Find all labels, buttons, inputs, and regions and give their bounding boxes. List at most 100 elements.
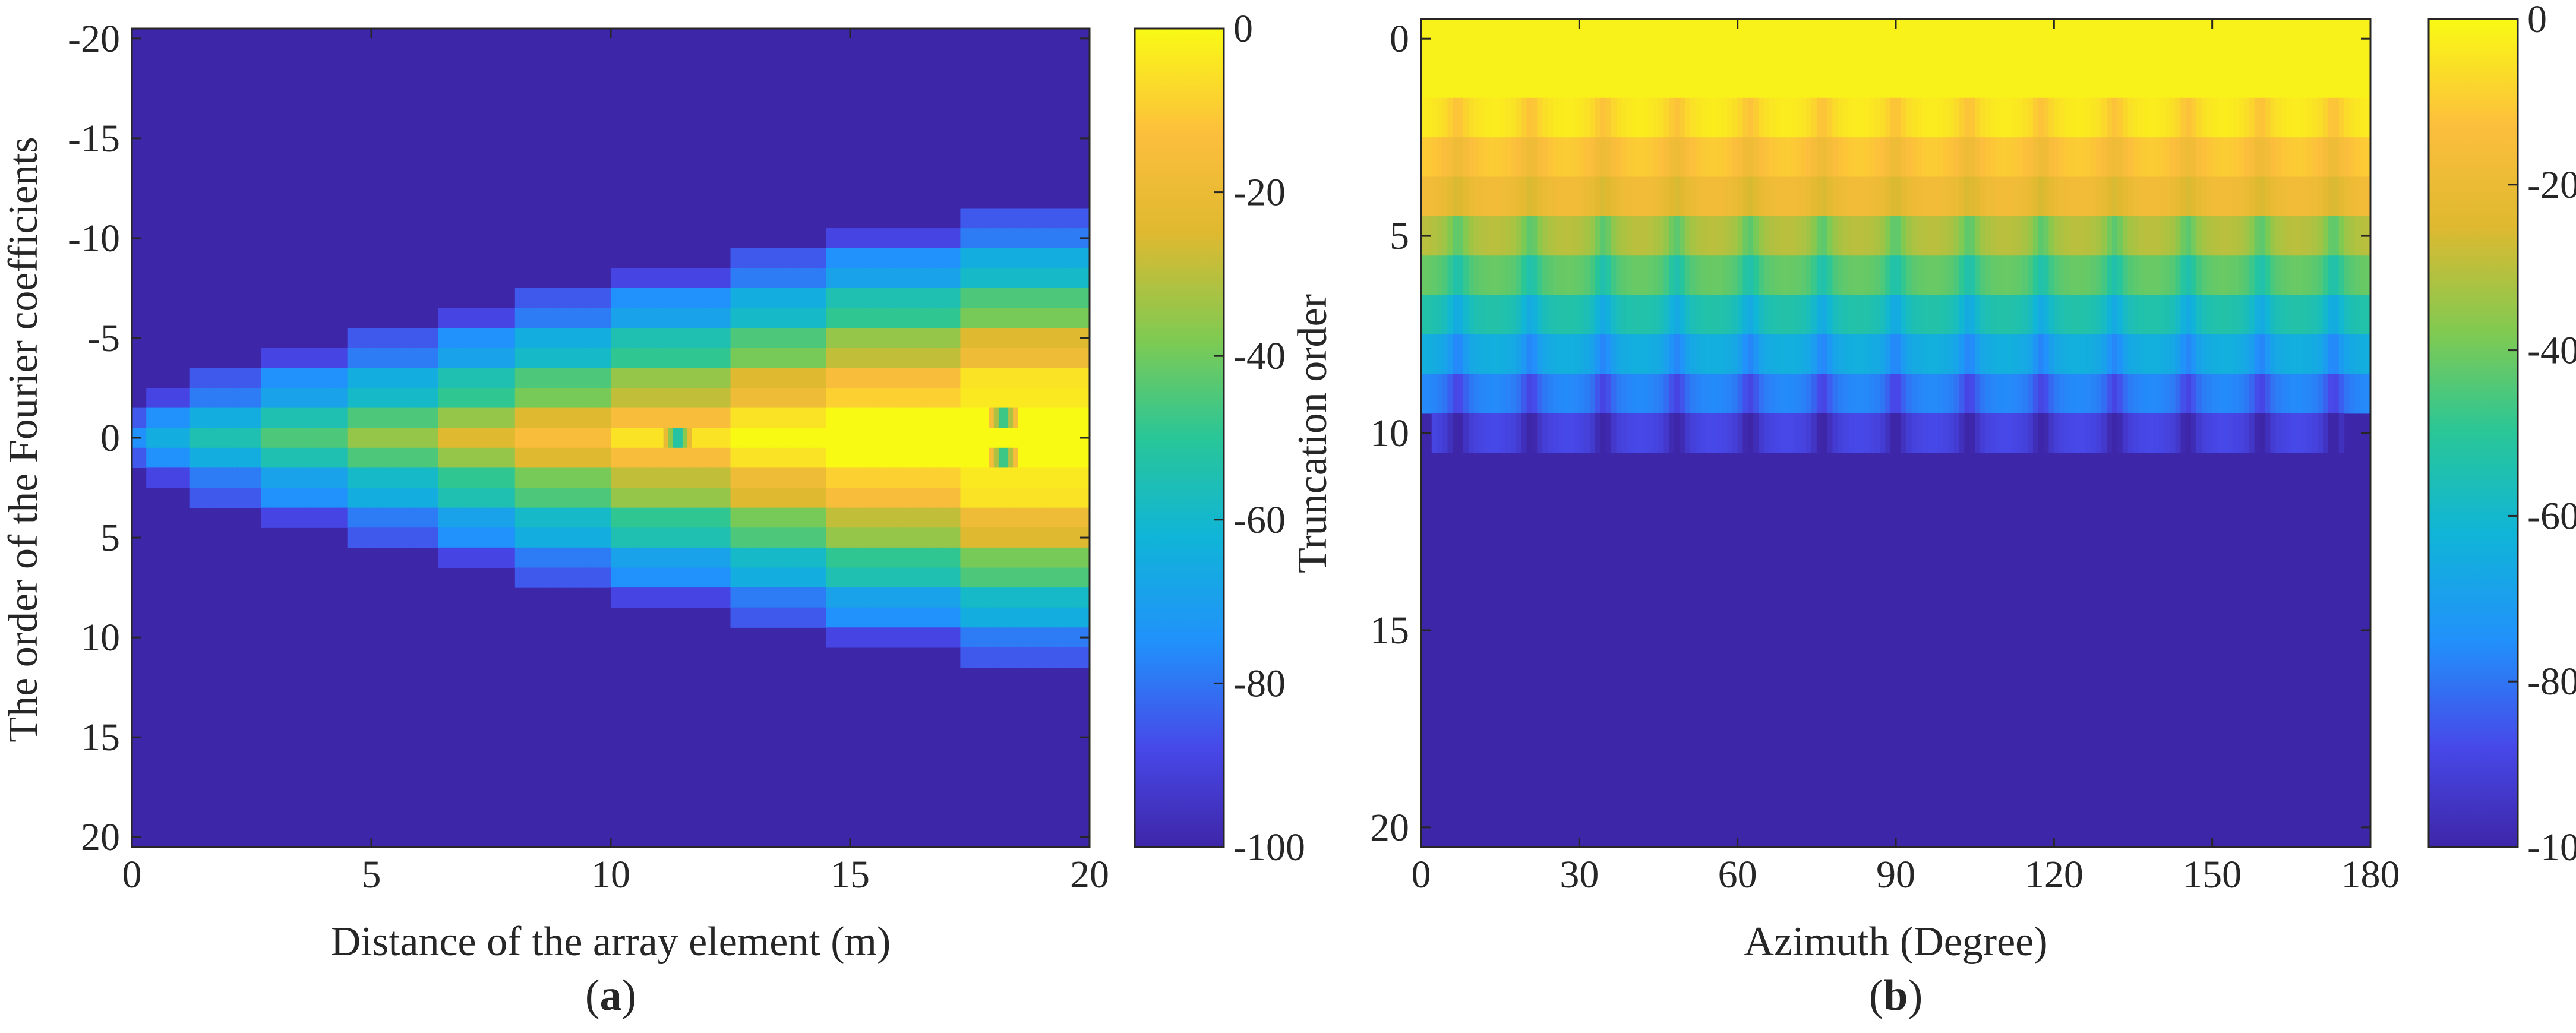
heatmap-a-cell bbox=[759, 527, 765, 548]
heatmap-b-cell bbox=[2038, 295, 2044, 335]
x-tick-a-tick-label: 10 bbox=[591, 853, 630, 896]
heatmap-b-cell bbox=[1764, 216, 1770, 256]
heatmap-a-cell bbox=[740, 348, 746, 368]
heatmap-b-cell bbox=[1801, 97, 1807, 138]
heatmap-a-cell bbox=[936, 328, 942, 349]
heatmap-a-cell bbox=[677, 407, 683, 428]
heatmap-a-cell bbox=[998, 587, 1004, 608]
heatmap-b-cell bbox=[1880, 255, 1886, 296]
heatmap-b-cell bbox=[2354, 255, 2360, 296]
heatmap-a-cell bbox=[1070, 467, 1076, 488]
heatmap-a-cell bbox=[763, 288, 769, 309]
heatmap-a-cell bbox=[1018, 488, 1023, 508]
heatmap-b-cell bbox=[1663, 295, 1669, 335]
heatmap-b-cell bbox=[1785, 97, 1791, 138]
heatmap-a-cell bbox=[381, 488, 386, 508]
heatmap-b-cell bbox=[1526, 216, 1533, 256]
heatmap-a-cell bbox=[869, 587, 875, 608]
heatmap-a-cell bbox=[237, 447, 242, 469]
heatmap-a-cell bbox=[687, 368, 693, 388]
heatmap-a-cell bbox=[347, 328, 353, 349]
heatmap-b-cell bbox=[1790, 374, 1796, 414]
heatmap-a-cell bbox=[855, 428, 860, 448]
heatmap-a-cell bbox=[989, 527, 995, 548]
heatmap-a-cell bbox=[874, 547, 879, 568]
heatmap-b-cell bbox=[1785, 176, 1791, 217]
heatmap-a-cell bbox=[596, 567, 602, 588]
heatmap-b-cell bbox=[1579, 334, 1585, 375]
heatmap-b-cell bbox=[2233, 97, 2239, 138]
heatmap-a-cell bbox=[615, 348, 621, 368]
heatmap-b-cell bbox=[1722, 58, 1728, 99]
heatmap-b-cell bbox=[1722, 97, 1728, 138]
heatmap-a-cell bbox=[381, 407, 386, 428]
heatmap-a-cell bbox=[611, 368, 616, 388]
heatmap-a-cell bbox=[850, 488, 855, 508]
heatmap-a-cell bbox=[754, 268, 760, 289]
heatmap-a-cell bbox=[812, 467, 817, 488]
heatmap-a-cell bbox=[1056, 428, 1062, 448]
heatmap-b-cell bbox=[2022, 216, 2028, 256]
heatmap-b-cell bbox=[1590, 176, 1596, 217]
heatmap-a-cell bbox=[730, 507, 736, 528]
heatmap-a-cell bbox=[1060, 428, 1066, 448]
heatmap-b-cell bbox=[1774, 58, 1781, 99]
heatmap-b-cell bbox=[2285, 334, 2292, 375]
heatmap-a-cell bbox=[289, 447, 295, 469]
heatmap-a-cell bbox=[1084, 547, 1090, 568]
heatmap-a-cell bbox=[275, 507, 281, 528]
heatmap-b-cell bbox=[1906, 137, 1912, 178]
heatmap-a-cell bbox=[673, 467, 678, 488]
heatmap-a-cell bbox=[788, 368, 793, 388]
heatmap-b-cell bbox=[2333, 58, 2340, 99]
heatmap-b-cell bbox=[1759, 19, 1764, 59]
heatmap-b-cell bbox=[2243, 255, 2250, 296]
heatmap-a-cell bbox=[654, 368, 659, 388]
heatmap-b-cell bbox=[1832, 374, 1838, 414]
heatmap-a-cell bbox=[419, 507, 425, 528]
heatmap-b-cell bbox=[1653, 19, 1659, 59]
heatmap-b-cell bbox=[1953, 216, 1960, 256]
heatmap-b-cell bbox=[1996, 334, 2002, 375]
heatmap-a-cell bbox=[793, 567, 798, 588]
heatmap-a-cell bbox=[630, 587, 635, 608]
heatmap-b-cell bbox=[2296, 176, 2303, 217]
heatmap-b-cell bbox=[1680, 97, 1685, 138]
heatmap-a-cell bbox=[716, 447, 721, 469]
heatmap-a-cell bbox=[869, 507, 875, 528]
heatmap-a-cell bbox=[807, 488, 813, 508]
heatmap-b-cell bbox=[1473, 255, 1480, 296]
heatmap-a-cell bbox=[763, 507, 769, 528]
heatmap-b-cell bbox=[1690, 19, 1696, 59]
heatmap-a-cell bbox=[1008, 507, 1014, 528]
heatmap-a-cell bbox=[1051, 507, 1057, 528]
heatmap-b-cell bbox=[2285, 137, 2292, 178]
heatmap-a-cell bbox=[203, 447, 209, 469]
heatmap-b-cell bbox=[2170, 216, 2176, 256]
heatmap-b-cell bbox=[2075, 176, 2081, 217]
heatmap-b-cell bbox=[2017, 374, 2023, 414]
heatmap-b-cell bbox=[2307, 176, 2313, 217]
heatmap-a-cell bbox=[663, 328, 669, 349]
heatmap-a-cell bbox=[802, 507, 808, 528]
heatmap-a-cell bbox=[247, 467, 252, 488]
heatmap-a-cell bbox=[1070, 368, 1076, 388]
heatmap-a-cell bbox=[960, 467, 966, 488]
heatmap-a-cell bbox=[721, 567, 727, 588]
heatmap-a-cell bbox=[682, 488, 688, 508]
heatmap-b-cell bbox=[1510, 334, 1517, 375]
heatmap-b-cell bbox=[2191, 374, 2197, 414]
heatmap-b-cell bbox=[2170, 19, 2176, 59]
heatmap-b-cell bbox=[2360, 374, 2366, 414]
heatmap-a-cell bbox=[1022, 547, 1028, 568]
heatmap-a-cell bbox=[869, 567, 875, 588]
heatmap-a-cell bbox=[194, 368, 200, 388]
heatmap-b-cell bbox=[2328, 137, 2334, 178]
heatmap-b-cell bbox=[2149, 374, 2155, 414]
heatmap-a-cell bbox=[740, 268, 746, 289]
heatmap-a-cell bbox=[951, 447, 956, 469]
heatmap-b-cell bbox=[1769, 176, 1775, 217]
heatmap-b-cell bbox=[2075, 255, 2081, 296]
heatmap-b-cell bbox=[1621, 176, 1627, 217]
heatmap-b-cell bbox=[1447, 295, 1453, 335]
